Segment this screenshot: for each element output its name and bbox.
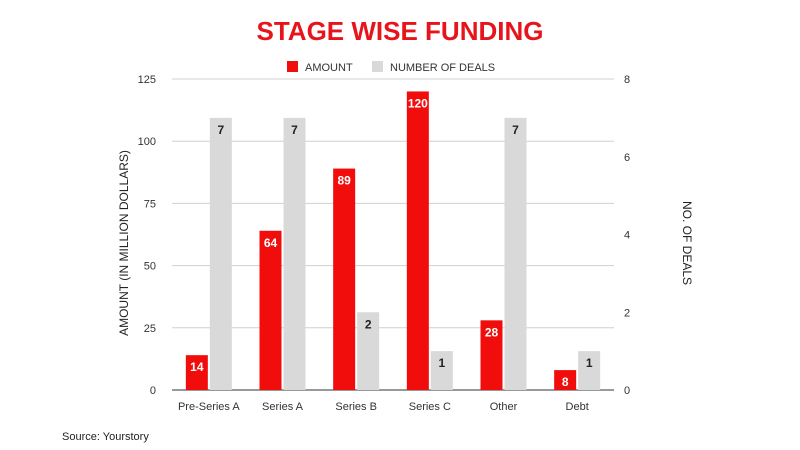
chart-title: STAGE WISE FUNDING: [257, 16, 544, 46]
bar-deals: [430, 351, 453, 390]
bar-deals-label: 1: [586, 356, 593, 370]
bar-deals: [578, 351, 601, 390]
bar-amount-label: 89: [337, 174, 351, 188]
source-note: Source: Yourstory: [62, 431, 149, 443]
x-tick-label: Other: [490, 401, 518, 413]
bar-amount-label: 8: [562, 375, 569, 389]
x-tick-label: Debt: [566, 401, 589, 413]
y-tick-label: 125: [138, 74, 156, 86]
bar-deals-label: 7: [512, 123, 519, 137]
y2-tick-label: 4: [624, 230, 630, 242]
x-tick-label: Series B: [335, 401, 377, 413]
bar-amount: [259, 230, 282, 390]
bar-amount-label: 120: [408, 96, 428, 110]
left-axis-ticks: 0 25 50 75 100 125: [138, 74, 156, 397]
legend-swatch-deals: [372, 61, 383, 72]
y-tick-label: 75: [144, 198, 156, 210]
bar-deals: [504, 117, 527, 390]
gridlines: [172, 78, 614, 391]
bar-amount: [333, 168, 356, 390]
bar-deals: [283, 117, 306, 390]
bar-amount: [406, 91, 429, 390]
y-tick-label: 25: [144, 323, 156, 335]
y2-tick-label: 8: [624, 74, 630, 86]
y-tick-label: 0: [150, 385, 156, 397]
x-tick-label: Pre-Series A: [178, 401, 240, 413]
y-tick-label: 100: [138, 136, 156, 148]
bar-amount: [554, 370, 577, 390]
legend-label-deals: NUMBER OF DEALS: [390, 62, 495, 74]
bar-amount-label: 14: [190, 360, 204, 374]
bar-deals-label: 1: [438, 356, 445, 370]
legend-swatch-amount: [287, 61, 298, 72]
bar-deals-label: 2: [365, 317, 372, 331]
y-axis-title: AMOUNT (IN MILLION DOLLARS): [117, 150, 131, 336]
right-axis-ticks: 0 2 4 6 8: [624, 74, 630, 397]
y2-tick-label: 6: [624, 152, 630, 164]
bar-deals-label: 7: [217, 123, 224, 137]
y2-tick-label: 2: [624, 307, 630, 319]
x-axis-ticks: Pre-Series A Series A Series B Series C Othe…: [178, 401, 589, 413]
y2-tick-label: 0: [624, 385, 630, 397]
bar-amount: [185, 355, 208, 390]
bar-deals: [357, 312, 380, 390]
x-tick-label: Series C: [409, 401, 451, 413]
y-tick-label: 50: [144, 261, 156, 273]
bar-amount-label: 64: [264, 236, 278, 250]
bar-amount-label: 28: [485, 325, 499, 339]
bar-deals: [209, 117, 232, 390]
legend-label-amount: AMOUNT: [305, 62, 353, 74]
y2-axis-title: NO. OF DEALS: [680, 201, 694, 285]
legend: AMOUNT NUMBER OF DEALS: [287, 61, 495, 74]
bar-amount: [480, 320, 503, 390]
x-tick-label: Series A: [262, 401, 304, 413]
bars: 14 7 64 7 89 2 120 1 28 7 8 1: [185, 91, 601, 390]
bar-deals-label: 7: [291, 123, 298, 137]
